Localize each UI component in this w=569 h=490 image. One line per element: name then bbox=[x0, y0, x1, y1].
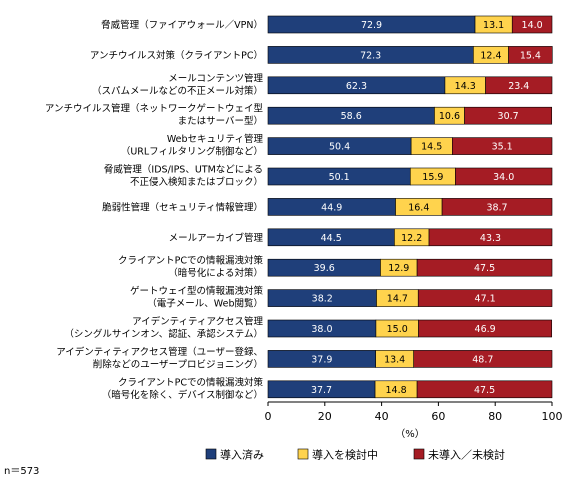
data-label: 72.3 bbox=[360, 50, 381, 61]
x-axis-unit: （%） bbox=[395, 428, 425, 440]
legend: 導入済み 導入を検討中 未導入／未検討 bbox=[205, 448, 505, 462]
data-label: 47.5 bbox=[474, 263, 495, 274]
category-label: （暗号化による対策） bbox=[168, 267, 263, 279]
category-label: アイデンティティアクセス管理（ユーザー登録、 bbox=[56, 346, 263, 358]
bar-segment bbox=[441, 198, 553, 216]
x-tick-label: 0 bbox=[265, 410, 272, 423]
data-label: 38.2 bbox=[312, 294, 333, 305]
category-label: クライアントPCでの情報漏洩対策 bbox=[118, 255, 263, 267]
x-tick-label: 40 bbox=[375, 410, 389, 423]
legend-label: 導入済み bbox=[220, 448, 264, 462]
category-label: （シングルサインオン、認証、承認システム） bbox=[64, 328, 263, 340]
category-label: メールアーカイブ管理 bbox=[169, 232, 264, 244]
category-label: アイデンティティアクセス管理 bbox=[132, 316, 263, 328]
data-label: 46.9 bbox=[475, 324, 496, 335]
data-label: 37.9 bbox=[311, 354, 332, 365]
data-label: 13.4 bbox=[384, 354, 405, 365]
data-label: 37.7 bbox=[311, 385, 332, 396]
x-tick-label: 100 bbox=[542, 410, 563, 423]
data-label: 12.9 bbox=[388, 263, 409, 274]
data-label: 15.0 bbox=[387, 324, 408, 335]
data-labels: 72.9 13.1 14.0 72.3 12.4 15.4 62.3 14.3 23.4 58.6… bbox=[311, 20, 543, 396]
data-label: 14.3 bbox=[455, 81, 476, 92]
data-label: 15.9 bbox=[422, 172, 443, 183]
category-label: またはサーバー型） bbox=[178, 115, 263, 127]
data-label: 13.1 bbox=[483, 20, 504, 31]
bar-segment bbox=[428, 228, 553, 247]
bar-segment bbox=[485, 76, 553, 95]
category-label: Webセキュリティ管理 bbox=[167, 133, 264, 145]
data-label: 35.1 bbox=[492, 142, 513, 153]
category-label: （暗号化を除く、デバイス制御など） bbox=[102, 389, 263, 401]
data-label: 34.0 bbox=[493, 172, 514, 183]
bar-segment bbox=[455, 167, 553, 186]
category-label: （URLフィルタリング制御など） bbox=[121, 146, 263, 158]
category-label: メールコンテンツ管理 bbox=[168, 72, 263, 84]
bar-segment bbox=[418, 319, 553, 338]
legend-swatch bbox=[205, 448, 217, 460]
category-label: 脅威管理（IDS/IPS、UTMなどによる bbox=[104, 164, 263, 176]
data-label: 14.0 bbox=[522, 20, 543, 31]
bar-segment bbox=[413, 350, 553, 368]
bars bbox=[267, 15, 553, 399]
data-label: 72.9 bbox=[361, 20, 382, 31]
x-tick-label: 60 bbox=[431, 410, 445, 423]
data-label: 15.4 bbox=[520, 50, 541, 61]
data-label: 12.2 bbox=[401, 233, 422, 244]
bar-segment bbox=[416, 380, 553, 399]
category-label: アンチウイルス管理（ネットワークゲートウェイ型 bbox=[45, 103, 264, 115]
data-label: 14.8 bbox=[386, 385, 407, 396]
data-label: 47.1 bbox=[475, 294, 496, 305]
sample-size-note: n＝573 bbox=[4, 466, 39, 477]
bar-segment bbox=[464, 106, 553, 125]
data-label: 16.4 bbox=[408, 202, 429, 213]
data-label: 38.7 bbox=[486, 202, 507, 213]
category-label: 削除などのユーザープロビジョニング） bbox=[93, 358, 263, 370]
category-label: クライアントPCでの情報漏洩対策 bbox=[118, 376, 263, 388]
category-label: 脅威管理（ファイアウォール／VPN） bbox=[101, 19, 263, 31]
category-label: ゲートウェイ型の情報漏洩対策 bbox=[130, 285, 264, 297]
data-label: 30.7 bbox=[498, 111, 519, 122]
data-label: 38.0 bbox=[311, 324, 332, 335]
x-tick-label: 20 bbox=[318, 410, 332, 423]
bar-segment bbox=[417, 289, 553, 307]
bar-segment bbox=[416, 258, 553, 277]
data-label: 23.4 bbox=[508, 81, 529, 92]
data-label: 50.1 bbox=[329, 172, 350, 183]
data-label: 12.4 bbox=[480, 50, 501, 61]
bar-segment bbox=[511, 15, 553, 34]
category-label: アンチウイルス対策（クライアントPC） bbox=[90, 49, 263, 61]
legend-label: 導入を検討中 bbox=[312, 448, 378, 462]
data-label: 10.6 bbox=[439, 111, 460, 122]
legend-swatch bbox=[297, 448, 309, 460]
x-axis-ticks: 0 20 40 60 80 100 bbox=[265, 402, 563, 423]
data-label: 50.4 bbox=[329, 142, 350, 153]
data-label: 62.3 bbox=[346, 81, 367, 92]
bar-segment bbox=[508, 46, 553, 64]
data-label: 44.5 bbox=[321, 233, 342, 244]
category-label: （スパムメールなどの不正メール対策） bbox=[92, 85, 263, 97]
data-label: 44.9 bbox=[321, 202, 342, 213]
data-label: 39.6 bbox=[314, 263, 335, 274]
category-label: 不正侵入検知またはブロック） bbox=[130, 176, 263, 188]
legend-label: 未導入／未検討 bbox=[428, 448, 505, 462]
data-label: 58.6 bbox=[341, 111, 362, 122]
data-label: 48.7 bbox=[472, 354, 493, 365]
data-label: 43.3 bbox=[480, 233, 501, 244]
bar-segment bbox=[452, 137, 553, 155]
legend-swatch bbox=[413, 448, 425, 460]
x-tick-label: 80 bbox=[488, 410, 502, 423]
data-label: 14.5 bbox=[421, 142, 442, 153]
category-labels: 脅威管理（ファイアウォール／VPN） アンチウイルス対策（クライアントPC） メール… bbox=[45, 19, 264, 401]
data-label: 14.7 bbox=[387, 294, 408, 305]
category-label: （電子メール、Web閲覧） bbox=[147, 298, 263, 310]
category-label: 脆弱性管理（セキュリティ情報管理） bbox=[102, 201, 263, 213]
data-label: 47.5 bbox=[474, 385, 495, 396]
